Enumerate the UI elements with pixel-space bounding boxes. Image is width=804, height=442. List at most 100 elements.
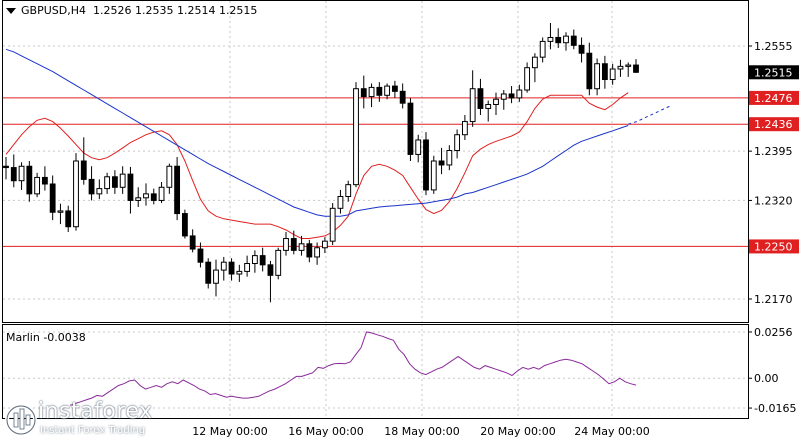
bull-candle (493, 98, 499, 105)
price-plot (3, 23, 748, 303)
ind-y-tick-label: 0.0256 (754, 326, 793, 339)
bear-candle (259, 255, 266, 266)
bull-candle (135, 197, 142, 201)
bear-candle (174, 165, 181, 215)
bull-candle (96, 188, 103, 195)
bull-candle (73, 160, 79, 228)
bull-candle (244, 263, 251, 272)
bear-candle (423, 139, 429, 191)
x-tick-label: 18 May 00:00 (384, 425, 459, 438)
bull-candle (321, 240, 328, 249)
x-tick-label: 12 May 00:00 (192, 425, 267, 438)
marlin-line (69, 331, 637, 406)
logo-brand-text: instaforex (38, 399, 153, 424)
blue-moving-average-line (5, 48, 629, 217)
bull-candle (119, 173, 126, 188)
bear-candle (306, 243, 313, 258)
bear-candle (376, 86, 383, 96)
instaforex-logo: instaforex Instant Forex Trading (2, 399, 182, 441)
bull-candle (485, 103, 492, 109)
y-tick-label: 1.2320 (754, 194, 793, 207)
bull-candle (617, 65, 624, 70)
bear-candle (205, 261, 212, 284)
x-tick-label: 24 May 00:00 (574, 425, 649, 438)
ind-y-tick-label: 0.00 (754, 372, 779, 385)
bull-candle (469, 88, 476, 123)
bull-candle (34, 176, 41, 195)
bull-candle (446, 149, 453, 166)
bear-candle (49, 183, 56, 213)
level-label-bg (749, 117, 799, 132)
current-price-bg (749, 65, 799, 80)
ind-y-tick-label: -0.0165 (754, 402, 796, 415)
bear-candle (197, 248, 204, 263)
current-price-label: 1.2515 (754, 66, 793, 79)
y-tick-label: 1.2395 (754, 145, 793, 158)
symbol-label: GBPUSD,H4 (21, 4, 86, 17)
bear-candle (290, 238, 297, 251)
bull-candle (337, 195, 344, 209)
x-tick-label: 20 May 00:00 (480, 425, 555, 438)
indicator-frame (2, 324, 749, 419)
bull-candle (18, 165, 25, 182)
bull-candle (283, 238, 289, 251)
bull-candle (275, 249, 282, 276)
bull-candle (524, 67, 531, 91)
bear-candle (601, 63, 608, 81)
bear-candle (228, 261, 235, 275)
bull-candle (384, 85, 391, 96)
x-tick-label: 16 May 00:00 (288, 425, 363, 438)
bear-candle (26, 165, 33, 195)
bear-candle (111, 176, 118, 188)
bull-candle (213, 269, 219, 284)
bear-candle (360, 88, 367, 98)
bull-candle (563, 35, 569, 44)
bull-candle (329, 207, 336, 242)
dropdown-triangle-icon[interactable] (6, 8, 16, 14)
bull-candle (220, 261, 227, 271)
logo-tagline: Instant Forex Trading (40, 425, 146, 436)
bear-candle (391, 85, 398, 92)
bear-candle (555, 36, 562, 44)
bull-candle (314, 247, 321, 258)
bear-candle (578, 44, 585, 54)
bear-candle (508, 93, 515, 99)
bear-candle (586, 52, 593, 90)
blue-ma-projection (628, 105, 671, 125)
level-label: 1.2476 (754, 92, 793, 105)
marlin-plot (69, 331, 637, 406)
bull-candle (594, 63, 601, 90)
chart-header: GBPUSD,H4 1.2526 1.2535 1.2514 1.2515 (6, 4, 257, 17)
level-label-bg (749, 90, 799, 105)
red-envelope-line (5, 92, 629, 239)
bear-candle (80, 160, 87, 180)
bull-candle (516, 89, 523, 99)
bull-candle (454, 134, 461, 151)
bear-candle (399, 90, 406, 104)
bull-candle (353, 88, 359, 186)
bull-candle (57, 210, 64, 213)
bull-candle (158, 186, 165, 201)
bear-candle (150, 193, 157, 201)
level-label: 1.2436 (754, 118, 793, 131)
bull-candle (236, 270, 243, 275)
bull-candle (368, 86, 375, 98)
bull-candle (500, 93, 507, 100)
bear-candle (633, 64, 639, 73)
bull-candle (625, 64, 632, 67)
bear-candle (88, 178, 95, 195)
bull-candle (609, 68, 616, 81)
y-tick-label: 1.2555 (754, 40, 793, 53)
main-frame (2, 0, 749, 323)
bear-candle (477, 88, 484, 109)
instaforex-logo-icon (5, 404, 37, 436)
bear-candle (127, 173, 134, 201)
indicator-label: Marlin -0.0038 (6, 331, 86, 344)
bear-candle (65, 210, 72, 228)
main-grid (3, 1, 746, 418)
bear-candle (189, 235, 196, 250)
ohlc-values: 1.2526 1.2535 1.2514 1.2515 (92, 4, 258, 17)
bull-candle (345, 184, 352, 197)
